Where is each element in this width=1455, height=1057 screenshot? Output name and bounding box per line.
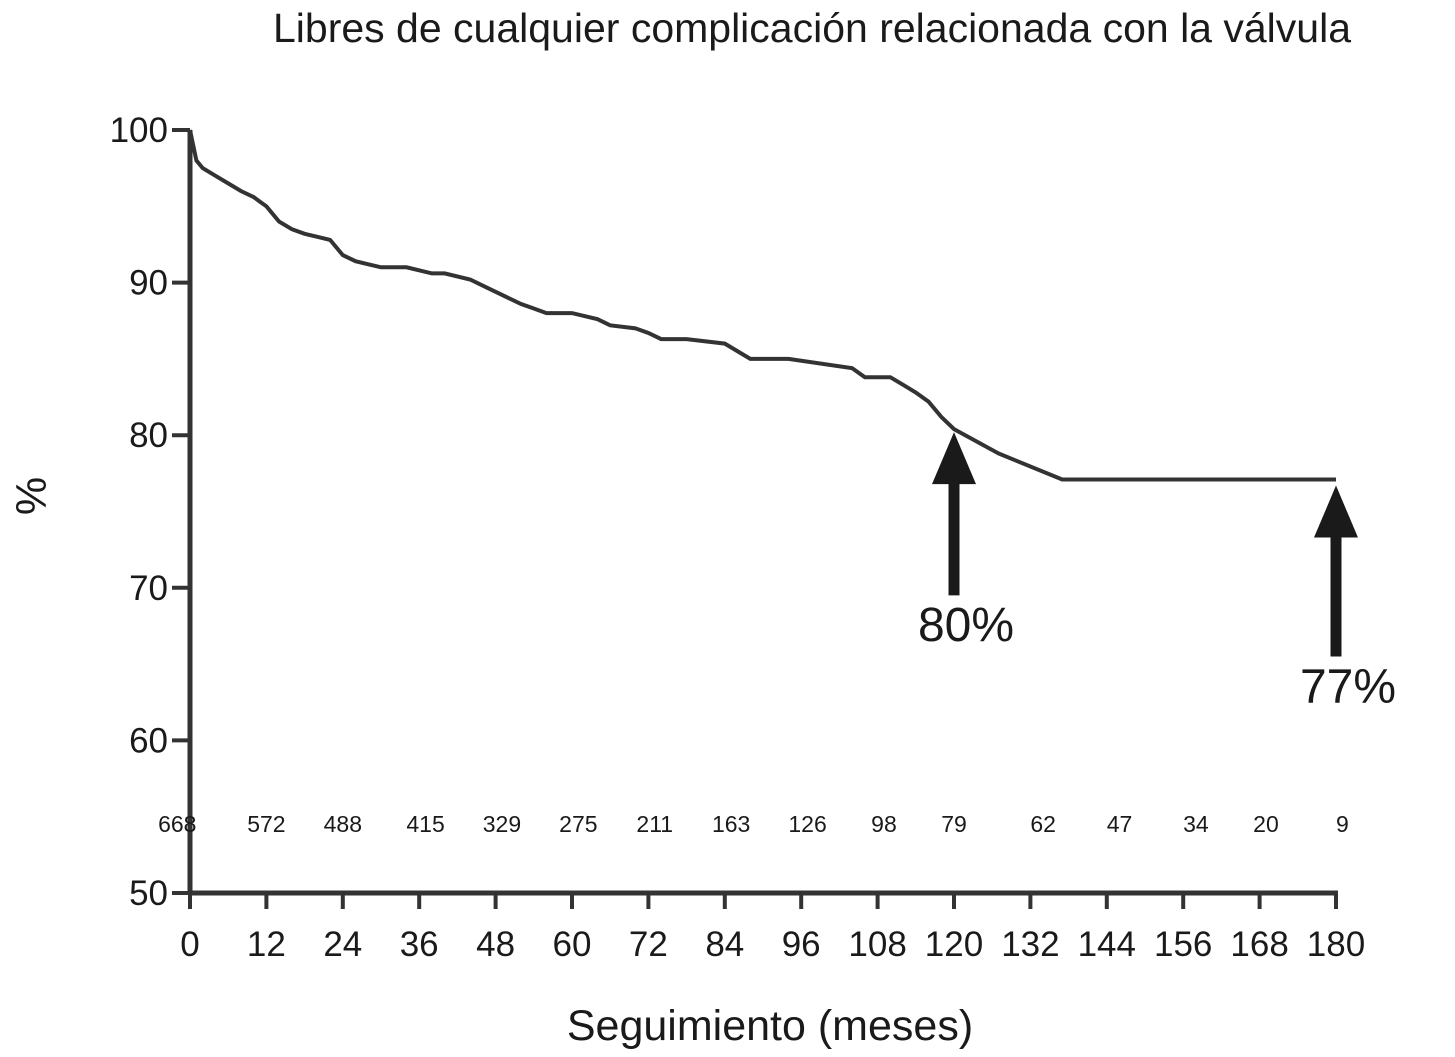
at-risk-count: 415 <box>406 811 444 837</box>
x-tick-label: 144 <box>1078 925 1136 964</box>
annotation-label: 77% <box>1300 660 1396 713</box>
annotation-arrow-head <box>932 432 976 485</box>
at-risk-count: 79 <box>941 811 967 837</box>
x-tick-label: 96 <box>782 925 821 964</box>
at-risk-count: 62 <box>1030 811 1056 837</box>
x-tick-label: 24 <box>323 925 362 964</box>
y-axis-label: % <box>8 477 56 515</box>
at-risk-count: 275 <box>559 811 597 837</box>
x-tick-label: 132 <box>1001 925 1059 964</box>
y-tick-label: 60 <box>129 721 168 760</box>
x-tick-label: 168 <box>1230 925 1288 964</box>
at-risk-count: 211 <box>636 811 673 837</box>
annotation-label: 80% <box>918 599 1014 652</box>
y-tick-label: 50 <box>129 874 168 913</box>
at-risk-count: 47 <box>1107 811 1133 837</box>
annotations: 80% 77% <box>918 432 1396 713</box>
x-axis-label: Seguimiento (meses) <box>567 1002 973 1050</box>
y-tick-label: 70 <box>129 569 168 608</box>
at-risk-count: 126 <box>788 811 826 837</box>
annotation-arrow-head <box>1314 485 1358 538</box>
at-risk-row: 668 572 488 415 329 275 211 163 126 98 79 62 47 34 20 9 <box>158 811 1349 837</box>
at-risk-count: 488 <box>324 811 362 837</box>
x-tick-label: 180 <box>1307 925 1365 964</box>
survival-curve <box>188 129 1336 482</box>
axes <box>187 130 1338 896</box>
x-tick-label: 108 <box>848 925 906 964</box>
x-tick-label: 156 <box>1154 925 1212 964</box>
y-tick-label: 100 <box>110 111 168 150</box>
at-risk-count: 163 <box>712 811 750 837</box>
at-risk-count: 329 <box>483 811 521 837</box>
series-group <box>188 129 1336 482</box>
y-axis-ticks: 50 60 70 80 90 100 <box>110 111 190 913</box>
at-risk-count: 572 <box>247 811 285 837</box>
x-tick-label: 72 <box>629 925 668 964</box>
x-tick-label: 120 <box>925 925 983 964</box>
x-tick-label: 36 <box>400 925 439 964</box>
x-axis-ticks: 0 12 24 36 48 60 72 84 96 108 120 132 144 156 168 180 <box>180 893 1365 964</box>
at-risk-count: 20 <box>1253 811 1279 837</box>
x-tick-label: 84 <box>705 925 744 964</box>
x-tick-label: 12 <box>247 925 286 964</box>
at-risk-count: 34 <box>1183 811 1209 837</box>
y-tick-label: 80 <box>129 416 168 455</box>
at-risk-count: 9 <box>1336 811 1349 837</box>
at-risk-count: 668 <box>158 811 196 837</box>
at-risk-count: 98 <box>871 811 897 837</box>
x-tick-label: 60 <box>553 925 592 964</box>
y-tick-label: 90 <box>129 264 168 303</box>
chart-title: Libres de cualquier complicación relacio… <box>273 5 1351 51</box>
x-tick-label: 0 <box>180 925 199 964</box>
x-tick-label: 48 <box>476 925 515 964</box>
